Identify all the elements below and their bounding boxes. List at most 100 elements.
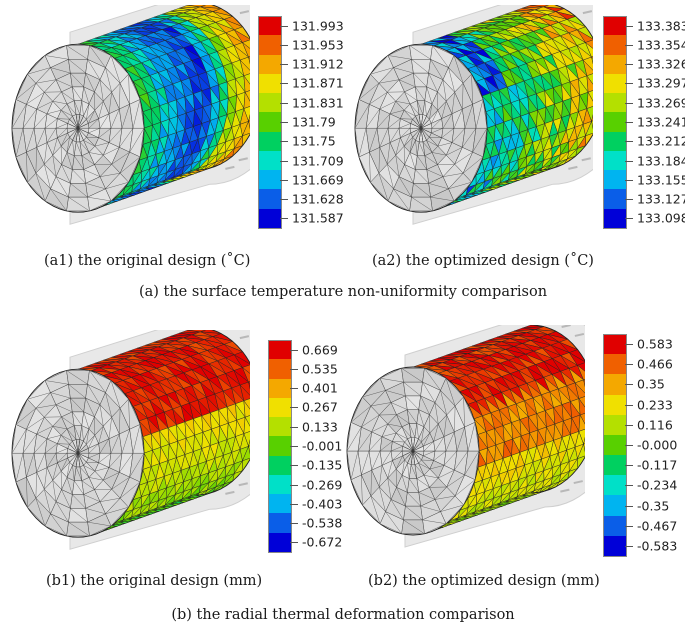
end-face-diagonal xyxy=(420,116,427,129)
end-face-diagonal xyxy=(110,108,120,129)
end-face-diagonal xyxy=(66,477,73,495)
end-face-diagonal xyxy=(415,128,422,141)
end-face-diagonal xyxy=(358,128,367,157)
legend-swatch xyxy=(603,112,627,133)
legend-tick-label: 131.912 xyxy=(292,56,344,72)
legend-swatch xyxy=(603,35,627,56)
end-face-diagonal xyxy=(72,453,79,466)
legend-tick-mark xyxy=(290,542,298,544)
end-face-element xyxy=(405,395,421,410)
end-face-diagonal xyxy=(72,86,82,101)
end-face-diagonal xyxy=(443,450,458,466)
end-face-diagonal xyxy=(421,426,425,443)
end-face-diagonal xyxy=(108,417,112,439)
end-face-diagonal xyxy=(72,140,75,156)
end-face-diagonal xyxy=(420,395,430,415)
end-face-diagonal xyxy=(74,425,81,440)
end-face-diagonal xyxy=(414,464,425,476)
legend-tick-mark xyxy=(625,404,633,406)
end-face-diagonal xyxy=(462,128,477,148)
mesh-element xyxy=(583,437,585,445)
end-face-diagonal xyxy=(401,459,405,476)
end-face-diagonal xyxy=(448,182,472,189)
end-face-diagonal xyxy=(75,114,79,129)
end-face-diagonal xyxy=(385,390,406,397)
end-face-diagonal xyxy=(81,100,84,117)
caption-b1: (b1) the original design (mm) xyxy=(46,573,263,589)
end-face-diagonal xyxy=(398,79,416,87)
end-face-diagonal xyxy=(52,101,68,105)
end-face-diagonal xyxy=(86,103,90,120)
cylinder-b2 xyxy=(346,325,585,548)
legend-swatch xyxy=(268,417,292,437)
end-face-diagonal xyxy=(70,508,88,523)
legend-tick-label: -0.583 xyxy=(637,538,678,554)
mesh-element xyxy=(488,504,502,509)
end-face-diagonal xyxy=(57,128,68,138)
legend-tick-mark xyxy=(625,122,633,123)
end-face-diagonal xyxy=(412,450,422,461)
end-face-diagonal xyxy=(387,55,412,60)
panel-b2-model xyxy=(335,325,585,550)
cooling-fin xyxy=(574,332,585,337)
end-face-diagonal xyxy=(44,443,58,454)
end-face-element xyxy=(70,397,86,413)
end-face-diagonal xyxy=(85,183,106,189)
legend-swatch xyxy=(603,131,627,152)
end-face-diagonal xyxy=(393,67,414,74)
end-face-diagonal xyxy=(441,128,455,138)
legend-tick-mark xyxy=(280,199,288,201)
mesh-element xyxy=(120,193,134,198)
end-face-diagonal xyxy=(379,441,393,452)
mesh-element xyxy=(505,178,519,183)
end-face-diagonal xyxy=(77,453,87,463)
legend-tick-label: 133.241 xyxy=(637,114,685,130)
legend-tick-mark xyxy=(280,218,288,220)
end-face-diagonal xyxy=(72,169,86,184)
end-face-diagonal xyxy=(88,443,99,454)
end-face-diagonal xyxy=(420,123,432,129)
end-face-element xyxy=(403,505,423,521)
mesh-element xyxy=(248,439,250,447)
end-face-diagonal xyxy=(395,137,401,156)
legend-tick-label: 133.383 xyxy=(637,18,685,34)
end-face-diagonal xyxy=(420,128,432,134)
end-face-diagonal xyxy=(66,137,70,153)
end-face-diagonal xyxy=(77,116,84,129)
legend-tick-mark xyxy=(625,199,633,201)
end-face-diagonal xyxy=(55,501,69,523)
end-face-diagonal xyxy=(409,137,413,153)
end-face-diagonal xyxy=(86,428,90,445)
legend-tick-mark xyxy=(290,446,298,447)
end-face-diagonal xyxy=(68,196,90,212)
end-face-diagonal xyxy=(108,453,123,468)
end-face-diagonal xyxy=(70,397,84,412)
end-face-diagonal xyxy=(105,67,112,93)
end-face-diagonal xyxy=(35,498,46,527)
end-face-diagonal xyxy=(85,397,95,417)
end-face-diagonal xyxy=(72,441,79,454)
end-face-diagonal xyxy=(442,79,447,102)
end-face-diagonal xyxy=(44,142,48,165)
mesh-element xyxy=(454,196,468,201)
end-face-diagonal xyxy=(426,86,433,105)
end-face-element xyxy=(413,169,429,184)
mesh-element xyxy=(145,184,159,189)
end-face-diagonal xyxy=(79,466,90,478)
legend-swatch xyxy=(603,170,627,190)
end-face-diagonal xyxy=(395,455,403,470)
end-face-diagonal xyxy=(379,378,404,383)
mesh-element xyxy=(248,381,250,390)
end-face-diagonal xyxy=(371,423,388,433)
legend-swatch xyxy=(603,16,627,37)
end-face-diagonal xyxy=(412,446,424,452)
end-face-diagonal xyxy=(387,423,403,427)
end-face-diagonal xyxy=(418,128,422,143)
end-face-diagonal xyxy=(451,92,455,114)
end-face-diagonal xyxy=(423,450,436,456)
end-face-diagonal xyxy=(27,392,51,400)
end-face-diagonal xyxy=(415,140,418,156)
end-face-diagonal xyxy=(83,494,101,502)
mesh-surface xyxy=(77,330,250,538)
end-face-diagonal xyxy=(70,72,84,87)
